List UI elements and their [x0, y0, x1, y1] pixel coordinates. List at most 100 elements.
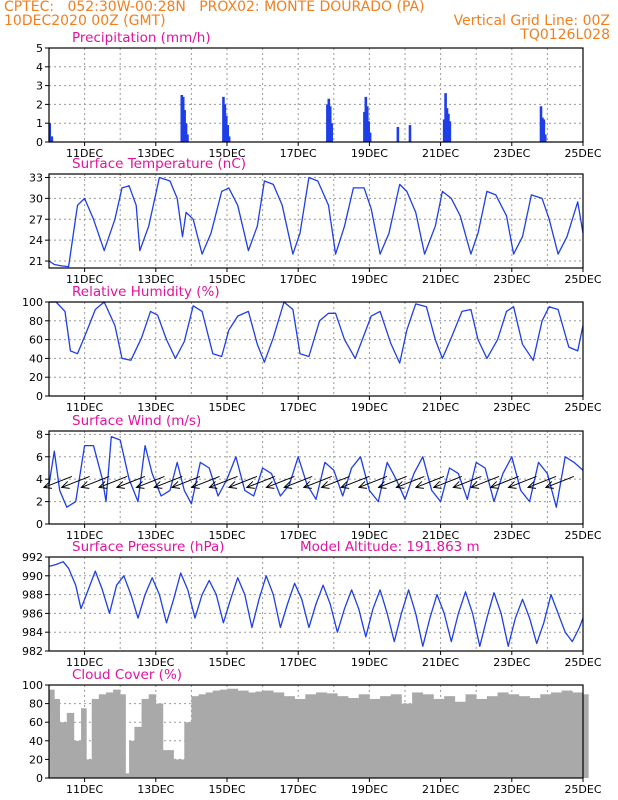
wind-series-line — [48, 435, 584, 508]
precip-bar — [226, 125, 230, 142]
xtick-label-wind: 15DEC — [208, 529, 245, 542]
ytick-label-precip: 2 — [36, 98, 43, 111]
wind-arrow — [415, 475, 445, 488]
wind-arrow-head — [98, 481, 108, 489]
ytick-label-pres: 986 — [22, 607, 43, 620]
header-station: CPTEC: 052:30W-00:28N PROX02: MONTE DOUR… — [4, 0, 425, 15]
cloud-cover-bar — [237, 690, 249, 778]
xtick-label-precip: 17DEC — [280, 147, 317, 160]
wind-arrow — [171, 475, 201, 488]
wind-arrow-head — [432, 481, 442, 489]
wind-arrow — [545, 475, 575, 488]
precip-bar — [326, 104, 329, 142]
xtick-label-precip: 25DEC — [564, 147, 601, 160]
cloud-cover-bar — [433, 698, 445, 778]
xtick-label-rh: 17DEC — [280, 401, 317, 414]
xtick-label-precip: 21DEC — [422, 147, 459, 160]
wind-arrow-head — [80, 481, 90, 489]
xtick-label-wind: 25DEC — [564, 529, 601, 542]
wind-arrow — [340, 475, 370, 488]
cloud-cover-bar — [529, 698, 541, 778]
xtick-label-rh: 25DEC — [564, 401, 601, 414]
precip-bar — [327, 98, 331, 142]
xtick-label-temp: 11DEC — [66, 273, 103, 286]
precip-bar — [181, 96, 185, 142]
precip-bar — [396, 126, 400, 142]
xtick-label-pres: 15DEC — [208, 656, 245, 669]
wind-arrow — [228, 475, 258, 488]
xtick-label-wind: 19DEC — [351, 529, 388, 542]
wind-arrow — [136, 475, 165, 488]
wind-arrow — [266, 475, 295, 488]
wind-arrow-head — [377, 481, 387, 489]
ytick-label-rh: 60 — [29, 334, 43, 347]
precip-bar — [328, 106, 332, 142]
xtick-label-precip: 19DEC — [351, 147, 388, 160]
precip-bar — [223, 104, 227, 142]
xtick-label-pres: 25DEC — [564, 656, 601, 669]
cloud-cover-bar — [283, 696, 295, 778]
cloud-cover-bar — [561, 690, 573, 778]
cloud-cover-bar — [73, 740, 82, 778]
xtick-label-rh: 19DEC — [351, 401, 388, 414]
precip-bar — [368, 132, 372, 142]
xtick-label-temp: 21DEC — [422, 273, 459, 286]
temp-series-line — [48, 176, 584, 268]
ytick-label-precip: 0 — [36, 136, 43, 149]
xtick-label-rh: 21DEC — [422, 401, 459, 414]
ytick-label-precip: 5 — [36, 42, 43, 55]
wind-arrow — [378, 475, 407, 488]
ytick-label-temp: 33 — [29, 171, 43, 184]
wind-arrow-head — [320, 481, 330, 489]
cloud-cover-bar — [337, 696, 349, 778]
xtick-label-cloud: 15DEC — [208, 783, 245, 796]
wind-arrow — [490, 475, 519, 488]
precip-bar — [543, 134, 547, 142]
ytick-label-temp: 30 — [29, 192, 43, 205]
xtick-label-cloud: 13DEC — [137, 783, 174, 796]
xtick-label-temp: 23DEC — [493, 273, 530, 286]
cloud-cover-bar — [273, 692, 285, 778]
cloud-cover-bar — [227, 688, 238, 778]
wind-arrow-head — [60, 481, 70, 489]
xtick-label-rh: 11DEC — [66, 401, 103, 414]
precip-bar — [367, 121, 370, 142]
panel-title-rh: Relative Humidity (%) — [72, 284, 220, 300]
cloud-cover-bar — [465, 694, 477, 778]
xtick-label-precip: 11DEC — [66, 147, 103, 160]
wind-arrow-head — [227, 481, 238, 489]
wind-arrow — [453, 475, 482, 488]
xtick-label-rh: 15DEC — [208, 401, 245, 414]
cloud-cover-bar — [134, 726, 142, 778]
cloud-cover-bar — [123, 773, 130, 778]
precip-bar — [539, 106, 543, 142]
wind-arrow — [508, 475, 537, 488]
cloud-cover-bar — [550, 692, 562, 778]
cloud-cover-bar — [148, 694, 157, 778]
wind-arrow-head — [208, 481, 218, 489]
xtick-label-cloud: 17DEC — [280, 783, 317, 796]
wind-arrow — [358, 475, 388, 488]
wind-arrow — [61, 475, 90, 488]
cloud-cover-bar — [422, 694, 434, 778]
panel-frame-rh — [48, 301, 584, 397]
cloud-cover-bar — [380, 696, 392, 778]
wind-arrow-head — [526, 481, 537, 489]
cloud-cover-bar — [113, 689, 121, 778]
cloud-cover-bar — [98, 694, 107, 778]
ytick-label-rh: 40 — [29, 352, 43, 365]
cloud-cover-bar — [91, 698, 100, 778]
cloud-cover-bar — [476, 698, 488, 778]
xtick-label-wind: 21DEC — [422, 529, 459, 542]
xtick-label-rh: 13DEC — [137, 401, 174, 414]
precip-bar — [48, 123, 52, 142]
xtick-label-temp: 19DEC — [351, 273, 388, 286]
wind-arrow-head — [265, 481, 275, 489]
panel-frame-temp — [48, 173, 584, 269]
wind-arrow-head — [283, 481, 293, 489]
panel-title-wind: Surface Wind (m/s) — [72, 413, 201, 429]
panel-frame-precip — [48, 47, 584, 143]
cloud-cover-bar — [518, 696, 530, 778]
wind-arrow-head — [170, 481, 181, 489]
cloud-cover-bar — [162, 750, 174, 778]
